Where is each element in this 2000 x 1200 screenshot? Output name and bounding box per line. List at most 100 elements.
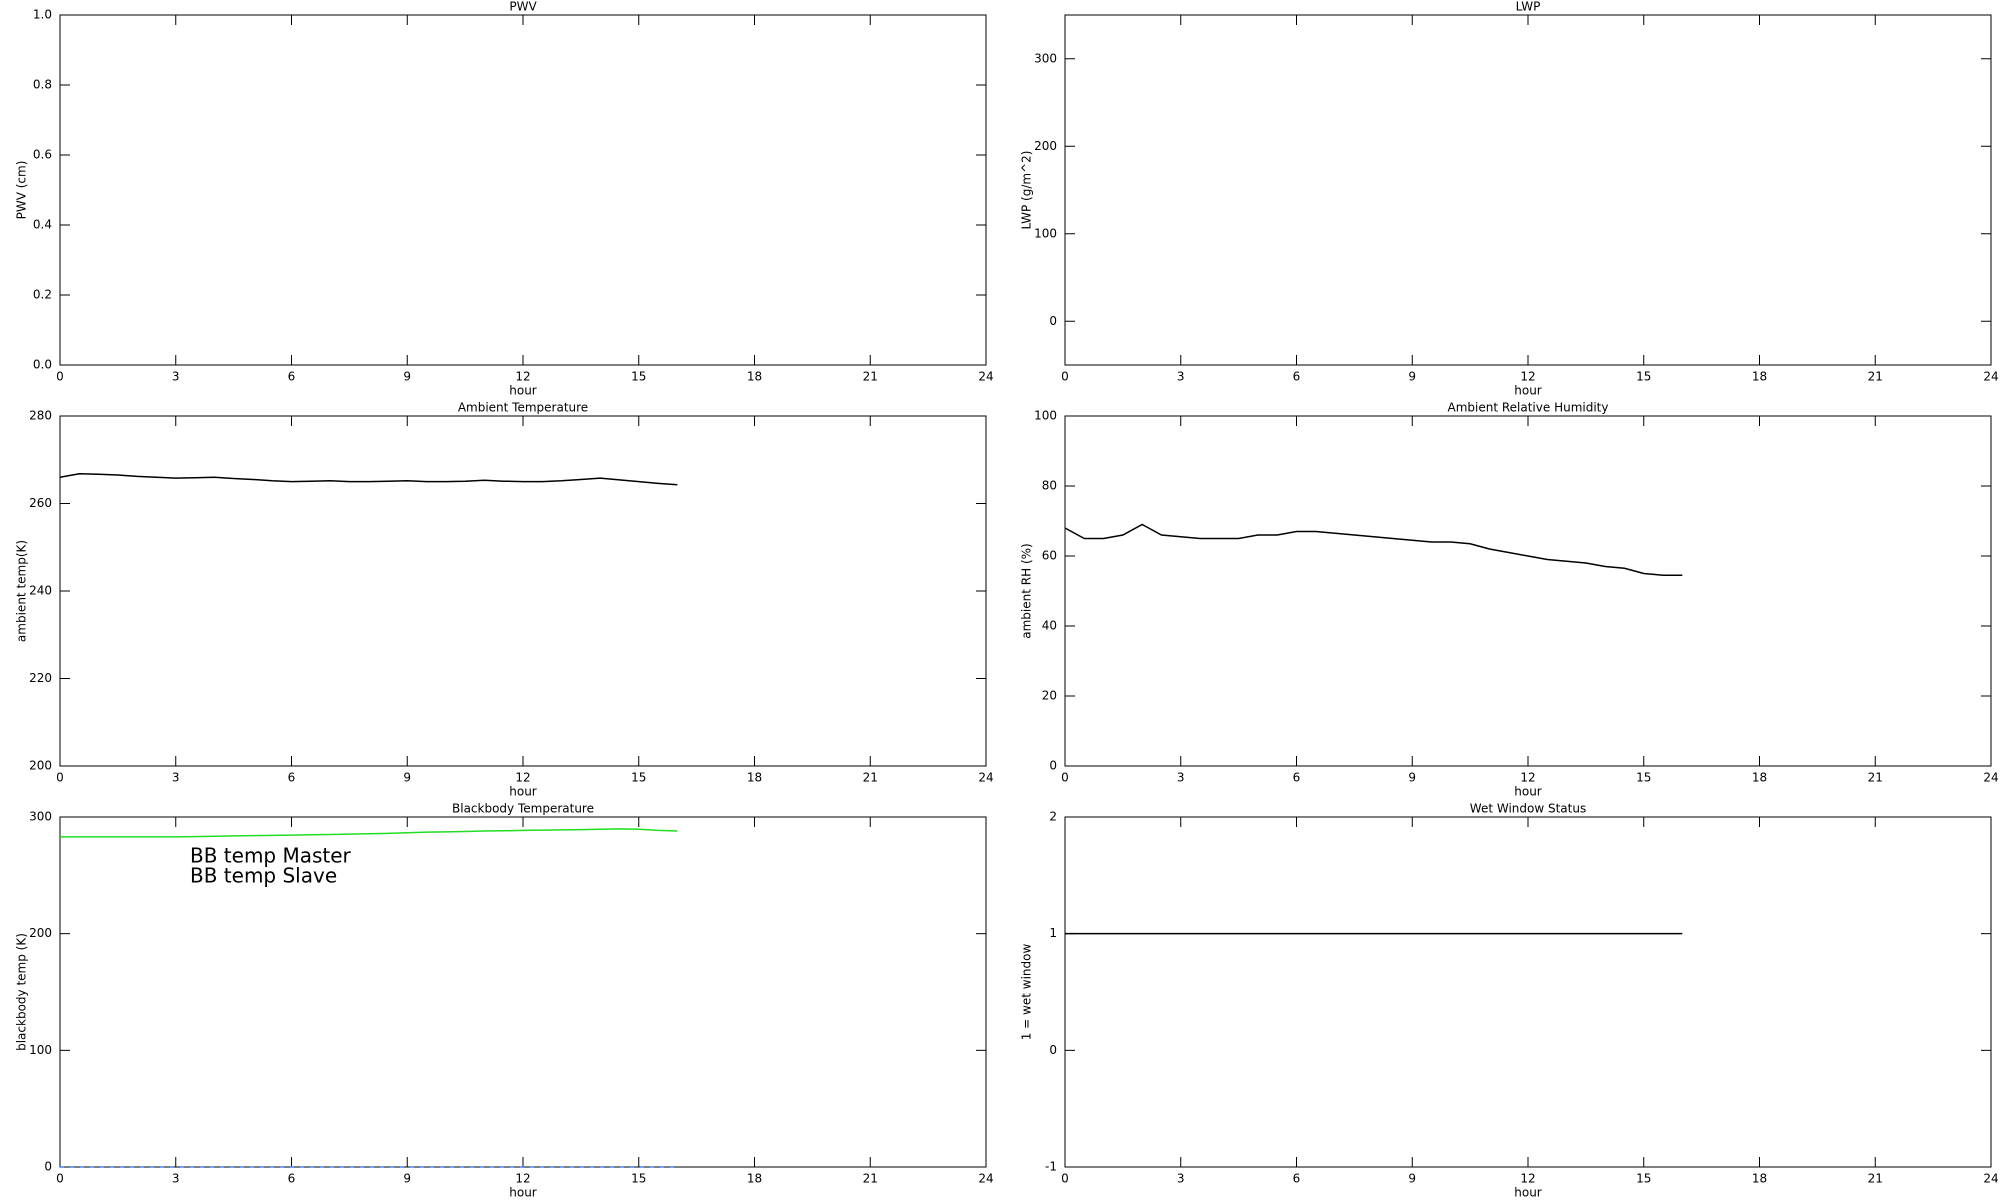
chart-title: PWV	[509, 0, 537, 14]
y-axis-label: blackbody temp (K)	[15, 933, 29, 1051]
y-tick-label: 1	[1049, 926, 1057, 940]
x-tick-label: 21	[1868, 370, 1883, 384]
x-tick-label: 12	[1520, 1172, 1535, 1186]
chart-title: Ambient Relative Humidity	[1448, 401, 1609, 415]
y-tick-label: 0	[1049, 314, 1057, 328]
x-tick-label: 3	[1177, 1172, 1185, 1186]
x-tick-label: 3	[1177, 370, 1185, 384]
data-line	[59, 472, 678, 486]
x-tick-label: 18	[747, 1172, 762, 1186]
y-tick-label: 80	[1042, 479, 1057, 493]
x-axis-label: hour	[509, 1186, 537, 1200]
x-tick-label: 6	[288, 771, 296, 785]
x-tick-label: 18	[1752, 771, 1767, 785]
x-tick-label: 9	[1408, 370, 1416, 384]
y-tick-label: 2	[1049, 810, 1057, 824]
x-axis-label: hour	[509, 785, 537, 799]
x-tick-label: 6	[288, 1172, 296, 1186]
y-tick-label: 240	[29, 584, 52, 598]
data-line	[1064, 523, 1683, 576]
x-axis-label: hour	[1514, 785, 1542, 799]
x-tick-label: 3	[1177, 771, 1185, 785]
y-tick-label: 0.0	[33, 358, 52, 372]
x-tick-label: 18	[1752, 1172, 1767, 1186]
x-tick-label: 15	[631, 370, 646, 384]
x-tick-label: 9	[1408, 1172, 1416, 1186]
plot-frame	[1064, 816, 1992, 1168]
plot-frame	[1064, 415, 1992, 767]
x-tick-label: 21	[863, 771, 878, 785]
y-tick-label: 0.2	[33, 288, 52, 302]
x-tick-label: 9	[1408, 771, 1416, 785]
x-tick-label: 6	[288, 370, 296, 384]
x-tick-label: 21	[1868, 1172, 1883, 1186]
y-tick-label: 0.4	[33, 218, 52, 232]
x-tick-label: 3	[172, 1172, 180, 1186]
x-tick-label: 21	[1868, 771, 1883, 785]
x-tick-label: 3	[172, 370, 180, 384]
y-tick-label: 200	[29, 926, 52, 940]
y-tick-label: 100	[29, 1043, 52, 1057]
x-tick-label: 12	[515, 1172, 530, 1186]
x-tick-label: 18	[1752, 370, 1767, 384]
plot-frame	[59, 14, 987, 366]
x-tick-label: 0	[1061, 1172, 1069, 1186]
y-tick-label: 100	[1034, 409, 1057, 423]
plot-frame	[59, 415, 987, 767]
y-axis-label: ambient RH (%)	[1020, 543, 1034, 638]
x-axis-label: hour	[1514, 384, 1542, 398]
y-tick-label: 0.6	[33, 148, 52, 162]
x-tick-label: 12	[515, 370, 530, 384]
y-tick-label: 280	[29, 409, 52, 423]
y-tick-label: 40	[1042, 619, 1057, 633]
x-tick-label: 15	[1636, 370, 1651, 384]
x-tick-label: 0	[1061, 771, 1069, 785]
x-tick-label: 6	[1293, 370, 1301, 384]
x-tick-label: 15	[1636, 1172, 1651, 1186]
x-tick-label: 12	[515, 771, 530, 785]
x-tick-label: 24	[978, 370, 993, 384]
x-tick-label: 18	[747, 771, 762, 785]
x-tick-label: 9	[403, 1172, 411, 1186]
y-axis-label: PWV (cm)	[15, 161, 29, 220]
legend-entry: BB temp Master	[190, 844, 352, 868]
x-tick-label: 0	[56, 771, 64, 785]
x-tick-label: 24	[1983, 771, 1998, 785]
x-tick-label: 0	[1061, 370, 1069, 384]
x-tick-label: 0	[56, 370, 64, 384]
y-tick-label: 1.0	[33, 8, 52, 22]
x-tick-label: 15	[631, 1172, 646, 1186]
x-tick-label: 12	[1520, 370, 1535, 384]
plot-frame	[1064, 14, 1992, 366]
y-tick-label: 200	[1034, 139, 1057, 153]
x-tick-label: 0	[56, 1172, 64, 1186]
y-tick-label: 300	[1034, 51, 1057, 65]
y-tick-label: 0	[1049, 759, 1057, 773]
chart-title: LWP	[1516, 0, 1541, 14]
x-tick-label: 6	[1293, 771, 1301, 785]
y-tick-label: 0.8	[33, 78, 52, 92]
y-tick-label: 60	[1042, 549, 1057, 563]
y-tick-label: 200	[29, 759, 52, 773]
x-tick-label: 9	[403, 370, 411, 384]
y-tick-label: 0	[1049, 1043, 1057, 1057]
chart-title: Wet Window Status	[1470, 802, 1586, 816]
x-tick-label: 9	[403, 771, 411, 785]
legend-entry: BB temp Slave	[190, 864, 337, 888]
x-tick-label: 24	[978, 1172, 993, 1186]
x-tick-label: 24	[1983, 1172, 1998, 1186]
x-tick-label: 3	[172, 771, 180, 785]
y-axis-label: LWP (g/m^2)	[1020, 151, 1034, 230]
x-tick-label: 24	[978, 771, 993, 785]
y-tick-label: 220	[29, 671, 52, 685]
chart-title: Ambient Temperature	[458, 401, 588, 415]
x-axis-label: hour	[1514, 1186, 1542, 1200]
y-axis-label: 1 = wet window	[1020, 944, 1034, 1041]
x-tick-label: 15	[631, 771, 646, 785]
x-tick-label: 15	[1636, 771, 1651, 785]
x-tick-label: 21	[863, 1172, 878, 1186]
y-tick-label: 20	[1042, 689, 1057, 703]
x-tick-label: 6	[1293, 1172, 1301, 1186]
x-tick-label: 24	[1983, 370, 1998, 384]
